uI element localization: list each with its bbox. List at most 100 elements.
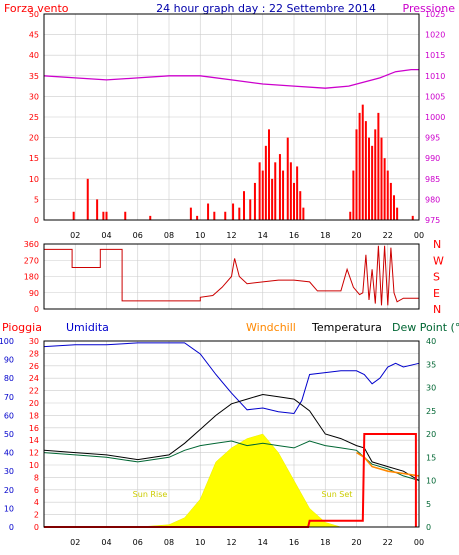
humidity-tick-label: 80 [4, 374, 14, 383]
wind-bar [249, 199, 252, 220]
direction-tick-label: 270 [24, 256, 39, 265]
x-tick-label: 06 [133, 538, 143, 547]
sunrise-annotation: Sun Rise [133, 490, 168, 499]
compass-label: S [433, 271, 440, 284]
pressure-tick-label: 1010 [425, 72, 445, 81]
wind-bar [358, 112, 361, 220]
wind-panel-frame [43, 13, 420, 221]
direction-tick-label: 0 [34, 305, 39, 314]
x-tick-label: 22 [383, 538, 393, 547]
x-tick-label: 00 [414, 231, 424, 240]
dewpoint-label: Dew Point (°C [392, 321, 459, 334]
humidity-tick-label: 60 [4, 411, 14, 420]
direction-tick-label: 180 [24, 273, 39, 282]
wind-bar [72, 211, 75, 220]
wind-bar [258, 162, 261, 220]
wind-tick-label: 5 [34, 195, 39, 204]
direction-tick-label: 90 [29, 289, 39, 298]
wind-tick-label: 25 [29, 113, 39, 122]
humidity-axis-label: Umidita [66, 321, 109, 334]
compass-label: W [433, 254, 444, 267]
wind-bar [355, 129, 358, 220]
wind-bar [213, 211, 216, 220]
plot-frames [43, 13, 420, 528]
wind-bar [352, 170, 355, 220]
wind-bar [274, 162, 277, 220]
wind-bar [253, 182, 256, 220]
rain-tick-label: 10 [29, 461, 39, 470]
tick-labels: 0510152025303540455097598098599099510001… [0, 10, 445, 547]
temperature-tick-label: 5 [426, 500, 431, 509]
humidity-tick-label: 40 [4, 449, 14, 458]
wind-bar [411, 215, 414, 220]
wind-bar [102, 211, 105, 220]
rain-tick-label: 26 [29, 362, 39, 371]
wind-bar [224, 211, 227, 220]
temperature-panel-frame [43, 340, 420, 528]
rain-tick-label: 24 [29, 374, 39, 383]
direction-line [44, 245, 419, 306]
rain-tick-label: 4 [34, 498, 39, 507]
humidity-line [43, 342, 420, 415]
x-tick-label: 10 [195, 538, 205, 547]
x-tick-label: 16 [289, 231, 299, 240]
wind-bar [238, 207, 241, 220]
temperature-tick-label: 20 [426, 430, 436, 439]
x-tick-label: 18 [320, 538, 330, 547]
x-tick-label: 22 [383, 231, 393, 240]
rain-tick-label: 16 [29, 424, 39, 433]
pressure-tick-label: 1025 [425, 10, 445, 19]
x-tick-label: 02 [70, 538, 80, 547]
x-tick-label: 00 [414, 538, 424, 547]
wind-bar [393, 195, 395, 220]
wind-bar [349, 211, 352, 220]
temperature-tick-label: 35 [426, 360, 436, 369]
direction-tick-label: 360 [24, 240, 39, 249]
rain-tick-label: 2 [34, 511, 39, 520]
wind-bar [271, 178, 274, 220]
x-tick-label: 10 [195, 231, 205, 240]
wind-tick-label: 20 [29, 134, 39, 143]
pressure-tick-label: 975 [425, 216, 440, 225]
pressure-tick-label: 1020 [425, 31, 445, 40]
chart-title: 24 hour graph day : 22 Settembre 2014 [156, 2, 376, 15]
wind-bar [293, 182, 295, 220]
wind-bar [396, 207, 399, 220]
wind-bar [386, 170, 389, 220]
direction-panel-frame [43, 243, 420, 310]
wind-bar [243, 191, 245, 220]
rain-tick-label: 14 [29, 436, 39, 445]
wind-bar [261, 170, 264, 220]
pressure-tick-label: 980 [425, 195, 440, 204]
pressure-tick-label: 1015 [425, 51, 445, 60]
temperature-tick-label: 15 [426, 453, 436, 462]
x-tick-label: 20 [351, 231, 361, 240]
solar-radiation-area [137, 433, 341, 528]
rain-tick-label: 0 [34, 523, 39, 532]
wind-tick-label: 0 [34, 216, 39, 225]
rain-axis-label: Pioggia [2, 321, 42, 334]
humidity-tick-label: 10 [4, 504, 14, 513]
rain-tick-label: 30 [29, 337, 39, 346]
rain-tick-label: 28 [29, 349, 39, 358]
wind-bar [389, 182, 392, 220]
humidity-tick-label: 70 [4, 393, 14, 402]
rain-tick-label: 6 [34, 486, 39, 495]
x-tick-label: 20 [351, 538, 361, 547]
wind-bar [361, 104, 364, 220]
x-tick-label: 08 [164, 231, 174, 240]
x-tick-label: 12 [226, 231, 236, 240]
wind-tick-label: 40 [29, 51, 39, 60]
wind-bar [380, 137, 383, 220]
wind-bar [189, 207, 192, 220]
wind-bar [374, 129, 377, 220]
pressure-line [43, 68, 419, 89]
humidity-tick-label: 50 [4, 430, 14, 439]
wind-tick-label: 45 [29, 31, 39, 40]
wind-bar [302, 207, 305, 220]
temperature-tick-label: 25 [426, 407, 436, 416]
pressure-tick-label: 990 [425, 154, 440, 163]
wind-bar [296, 166, 299, 220]
temperature-label: Temperatura [311, 321, 382, 334]
